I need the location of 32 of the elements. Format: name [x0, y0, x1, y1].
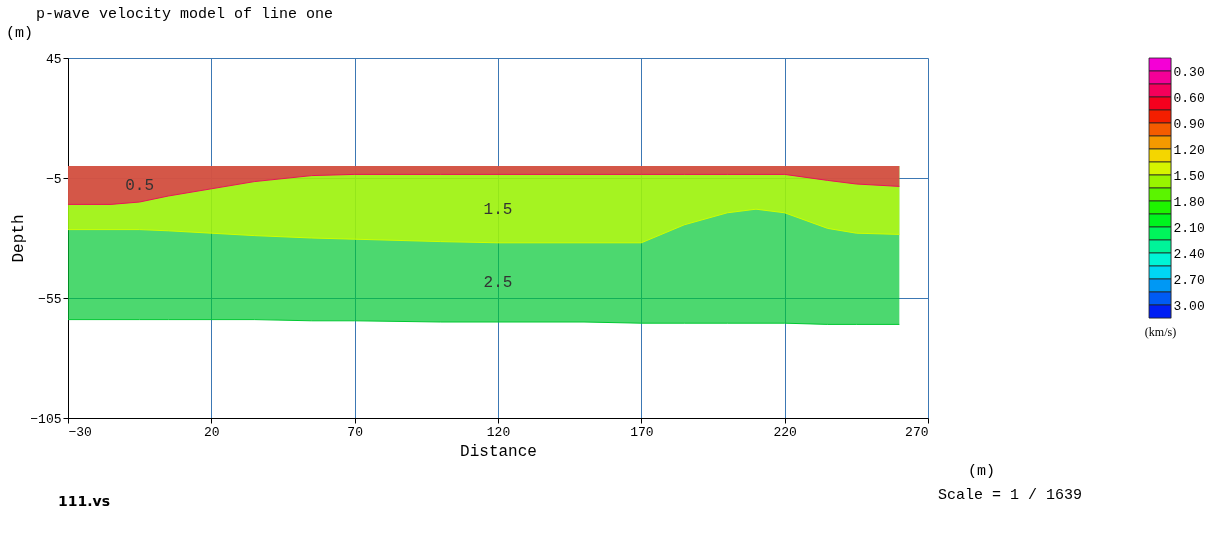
color-bar-label: 2.40	[1173, 246, 1205, 262]
x-axis-title: Distance	[460, 442, 537, 461]
x-tick-label: 20	[204, 424, 220, 440]
color-bar-label: 1.20	[1173, 142, 1205, 158]
y-tick-label: −55	[38, 291, 62, 307]
color-bar-label: 3.00	[1173, 298, 1205, 314]
x-tick-label: 270	[905, 424, 929, 440]
y-tick-label: −105	[30, 411, 62, 427]
color-bar-label: 2.10	[1173, 220, 1205, 236]
text: 111.vs	[58, 493, 111, 509]
chart-title: p-wave velocity model of line one	[36, 6, 334, 23]
x-tick-label: 70	[347, 424, 363, 440]
color-bar-title: (km/s)	[1144, 324, 1177, 339]
x-tick-label: −30	[68, 424, 92, 440]
series-label: 0.5	[125, 177, 155, 196]
series-label: 2.5	[483, 274, 513, 293]
color-bar-label: 1.80	[1173, 194, 1205, 210]
x-tick-label: 170	[630, 424, 654, 440]
x-tick-label: 220	[773, 424, 797, 440]
color-bar-label: 0.30	[1173, 64, 1205, 80]
color-bar-label: 0.60	[1173, 90, 1205, 106]
color-bar-label: 0.90	[1173, 116, 1205, 132]
y-tick-label: 45	[45, 51, 62, 67]
color-bar-label: 1.50	[1173, 168, 1205, 184]
y-tick-label: −5	[45, 171, 62, 187]
x-tick-label: 120	[486, 424, 511, 440]
text: Scale = 1 / 1639	[938, 487, 1083, 504]
series-label: 1.5	[483, 200, 513, 219]
text: (m)	[6, 25, 34, 42]
color-bar-label: 2.70	[1173, 272, 1205, 288]
text: (m)	[968, 463, 996, 480]
y-axis-title: Depth	[10, 214, 29, 263]
